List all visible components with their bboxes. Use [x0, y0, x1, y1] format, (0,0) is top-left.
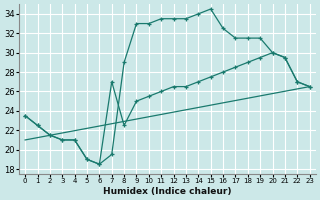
- X-axis label: Humidex (Indice chaleur): Humidex (Indice chaleur): [103, 187, 232, 196]
